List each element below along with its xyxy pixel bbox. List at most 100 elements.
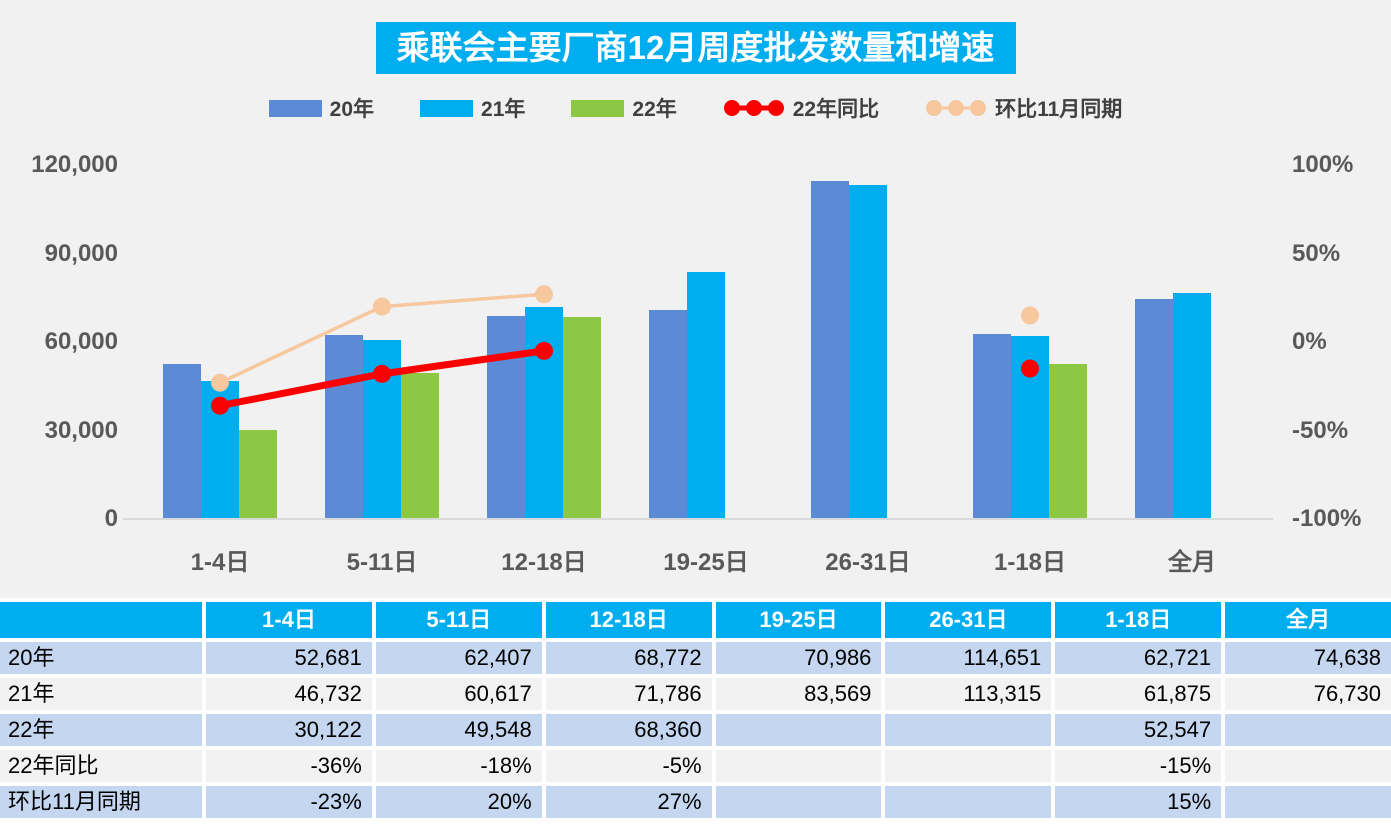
legend-label: 22年同比 bbox=[792, 98, 880, 121]
table-header-全月: 全月 bbox=[1225, 602, 1391, 638]
table-header-19-25日: 19-25日 bbox=[715, 602, 882, 638]
legend-bar-swatch-icon bbox=[268, 99, 322, 117]
legend-bar-swatch-icon bbox=[420, 99, 474, 117]
table-cell-22年-全月 bbox=[1225, 714, 1391, 746]
x-axis-label-26-31日: 26-31日 bbox=[825, 549, 911, 576]
chart-section: 乘联会主要厂商12月周度批发数量和增速 20年 21年 22年 22年同比 环比11月同… bbox=[0, 0, 1391, 598]
data-table: 1-4日 5-11日 12-18日 19-25日 26-31日 1-18日 全月 20年 52,… bbox=[0, 602, 1391, 818]
left-axis-tick: 120,000 bbox=[31, 151, 118, 178]
table-cell-22年-1-18日: 52,547 bbox=[1055, 714, 1222, 746]
legend-item-环比11月同期: 环比11月同期 bbox=[925, 93, 1122, 123]
table-cell-22年同比-1-4日: -36% bbox=[206, 750, 372, 782]
table-header-26-31日: 26-31日 bbox=[885, 602, 1052, 638]
left-axis-tick: 90,000 bbox=[44, 239, 118, 267]
table-cell-21年-19-25日: 83,569 bbox=[715, 678, 882, 710]
left-axis-tick: 0 bbox=[104, 505, 118, 532]
marker-22年同比-1-18日 bbox=[1021, 359, 1039, 378]
data-table-section: 1-4日 5-11日 12-18日 19-25日 26-31日 1-18日 全月 20年 52,… bbox=[0, 598, 1391, 831]
table-header-12-18日: 12-18日 bbox=[545, 602, 712, 638]
table-cell-20年-26-31日: 114,651 bbox=[885, 642, 1052, 674]
right-axis-tick: 100% bbox=[1292, 151, 1354, 178]
legend-item-21年: 21年 bbox=[420, 93, 525, 123]
table-cell-21年-1-4日: 46,732 bbox=[206, 678, 372, 710]
bar-20年-19-25日 bbox=[649, 309, 687, 519]
legend-item-22年: 22年 bbox=[571, 93, 677, 123]
x-axis-label-12-18日: 12-18日 bbox=[501, 549, 587, 576]
legend-item-22年同比: 22年同比 bbox=[723, 93, 879, 123]
table-cell-21年-1-18日: 61,875 bbox=[1055, 678, 1222, 710]
table-cell-环比11月同期-19-25日 bbox=[715, 786, 882, 818]
table-cell-21年-全月: 76,730 bbox=[1225, 678, 1391, 710]
bar-21年-26-31日 bbox=[849, 184, 887, 519]
table-header-corner bbox=[0, 602, 202, 638]
table-cell-环比11月同期-5-11日: 20% bbox=[375, 786, 542, 818]
table-cell-22年-1-4日: 30,122 bbox=[206, 714, 372, 746]
table-cell-环比11月同期-12-18日: 27% bbox=[545, 786, 712, 818]
left-axis-tick: 60,000 bbox=[44, 328, 118, 355]
table-row-label-环比11月同期: 环比11月同期 bbox=[0, 786, 202, 818]
bar-22年-1-4日 bbox=[239, 430, 277, 519]
marker-22年同比-12-18日 bbox=[535, 341, 553, 360]
marker-22年同比-1-4日 bbox=[211, 396, 229, 415]
right-axis-tick: 50% bbox=[1292, 239, 1341, 267]
table-cell-21年-12-18日: 71,786 bbox=[545, 678, 712, 710]
bar-21年-全月 bbox=[1173, 292, 1211, 519]
right-axis-tick: -100% bbox=[1292, 505, 1362, 532]
marker-22年同比-5-11日 bbox=[373, 364, 391, 383]
table-cell-22年-12-18日: 68,360 bbox=[545, 714, 712, 746]
chart-legend: 20年 21年 22年 22年同比 环比11月同期 bbox=[0, 94, 1391, 122]
legend-label: 环比11月同期 bbox=[995, 98, 1123, 121]
table-cell-环比11月同期-1-4日: -23% bbox=[206, 786, 372, 818]
table-row-label-21年: 21年 bbox=[0, 678, 202, 710]
table-cell-22年同比-全月 bbox=[1225, 750, 1391, 782]
legend-line-swatch-icon bbox=[926, 100, 987, 116]
x-axis-label-1-18日: 1-18日 bbox=[993, 549, 1067, 576]
bar-20年-12-18日 bbox=[487, 316, 525, 519]
chart-title: 乘联会主要厂商12月周度批发数量和增速 bbox=[375, 22, 1016, 74]
table-cell-22年同比-26-31日 bbox=[885, 750, 1052, 782]
table-cell-22年-5-11日: 49,548 bbox=[375, 714, 542, 746]
x-axis-line bbox=[123, 518, 1273, 520]
table-cell-20年-1-4日: 52,681 bbox=[206, 642, 372, 674]
marker-环比11月同期-12-18日 bbox=[535, 285, 553, 304]
table-header-1-18日: 1-18日 bbox=[1055, 602, 1222, 638]
table-cell-22年-26-31日 bbox=[885, 714, 1052, 746]
legend-bar-swatch-icon bbox=[571, 99, 625, 117]
table-cell-22年同比-19-25日 bbox=[715, 750, 882, 782]
bar-20年-5-11日 bbox=[325, 334, 363, 519]
table-cell-22年同比-1-18日: -15% bbox=[1055, 750, 1222, 782]
table-header-5-11日: 5-11日 bbox=[375, 602, 542, 638]
table-cell-环比11月同期-1-18日: 15% bbox=[1055, 786, 1222, 818]
table-header-1-4日: 1-4日 bbox=[206, 602, 372, 638]
table-cell-22年-19-25日 bbox=[715, 714, 882, 746]
legend-label: 22年 bbox=[632, 98, 677, 121]
bar-20年-1-18日 bbox=[973, 333, 1011, 519]
table-cell-20年-全月: 74,638 bbox=[1225, 642, 1391, 674]
bar-22年-1-18日 bbox=[1049, 363, 1087, 519]
table-cell-22年同比-5-11日: -18% bbox=[375, 750, 542, 782]
table-cell-20年-5-11日: 62,407 bbox=[375, 642, 542, 674]
table-cell-21年-26-31日: 113,315 bbox=[885, 678, 1052, 710]
bar-20年-全月 bbox=[1135, 298, 1173, 519]
marker-环比11月同期-1-4日 bbox=[211, 373, 229, 392]
right-axis-tick: -50% bbox=[1292, 416, 1349, 444]
bar-20年-26-31日 bbox=[811, 180, 849, 519]
bar-21年-19-25日 bbox=[687, 272, 725, 519]
table-cell-20年-19-25日: 70,986 bbox=[715, 642, 882, 674]
x-axis-label-5-11日: 5-11日 bbox=[346, 549, 418, 576]
legend-item-20年: 20年 bbox=[268, 93, 374, 123]
marker-环比11月同期-5-11日 bbox=[373, 297, 391, 316]
table-cell-环比11月同期-全月 bbox=[1225, 786, 1391, 818]
bar-20年-1-4日 bbox=[163, 363, 201, 519]
line-series-环比11月同期 bbox=[211, 285, 1039, 392]
marker-环比11月同期-1-18日 bbox=[1021, 306, 1039, 325]
table-cell-20年-1-18日: 62,721 bbox=[1055, 642, 1222, 674]
x-axis-label-1-4日: 1-4日 bbox=[190, 549, 250, 576]
line-layer bbox=[211, 285, 1039, 415]
right-axis-tick: 0% bbox=[1292, 328, 1327, 355]
legend-line-swatch-icon bbox=[723, 100, 784, 116]
bar-22年-5-11日 bbox=[401, 372, 439, 519]
table-cell-22年同比-12-18日: -5% bbox=[545, 750, 712, 782]
bar-22年-12-18日 bbox=[563, 317, 601, 519]
table-cell-环比11月同期-26-31日 bbox=[885, 786, 1052, 818]
